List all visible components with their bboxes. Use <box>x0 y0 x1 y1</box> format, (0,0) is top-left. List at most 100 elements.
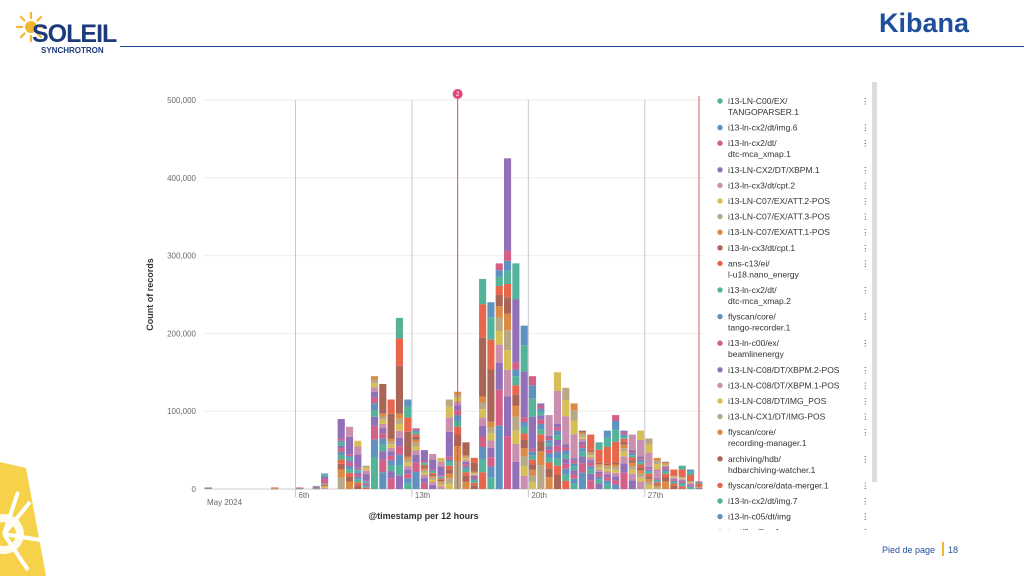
bar-segment <box>620 430 628 433</box>
bar-segment <box>545 415 553 436</box>
bar-segment <box>354 469 362 471</box>
bar-segment <box>587 449 595 452</box>
bar-segment <box>321 485 329 487</box>
legend-swatch <box>717 213 723 220</box>
bar-segment <box>645 468 653 470</box>
legend-entry: i13-LN-C08/DT/IMG_POS <box>728 396 827 406</box>
legend-swatch <box>717 429 723 435</box>
legend-swatch <box>717 140 723 146</box>
bar-segment <box>362 470 370 475</box>
bar-segment <box>512 299 520 363</box>
bar-segment <box>628 462 636 467</box>
bar-segment <box>612 429 620 442</box>
bar-segment <box>537 423 545 430</box>
bar-segment <box>587 460 595 463</box>
bar-segment <box>537 403 545 406</box>
bar-segment <box>628 473 636 481</box>
bar-segment <box>362 481 370 483</box>
bar-segment <box>587 457 595 461</box>
bar-segment <box>445 399 453 407</box>
bar-segment <box>379 433 387 439</box>
bar-segment <box>520 371 528 418</box>
bar-segment <box>553 430 562 436</box>
bar-segment <box>379 438 387 445</box>
bar-segment <box>296 487 304 489</box>
bar-segment <box>595 467 603 470</box>
bar-segment <box>362 483 370 486</box>
logo-subtext: SYNCHROTRON <box>41 46 104 55</box>
bar-segment <box>470 457 478 463</box>
bar-segment <box>628 466 636 470</box>
bar-segment <box>620 432 628 435</box>
bar-segment <box>662 481 670 489</box>
kibana-chart-screenshot: 0 100,000 200,000 300,000 400,000 500,000 Coun… <box>133 78 878 530</box>
bar-segment <box>528 455 537 460</box>
bar-segment <box>354 467 362 470</box>
bar-segment <box>670 485 678 489</box>
bar-segment <box>578 434 586 437</box>
legend-swatch <box>717 124 723 131</box>
bar-segment <box>362 481 370 482</box>
y-tick-label: 0 <box>192 485 197 494</box>
bar-segment <box>370 410 379 417</box>
bar-segment <box>686 484 695 486</box>
legend-entry: i13-LN-C07/EX/ATT.2-POS <box>728 196 830 206</box>
bar-segment <box>520 325 528 346</box>
legend-entry: i13-LN-C07/EX/ATT.1-POS <box>728 227 830 237</box>
bar-segment <box>637 439 645 457</box>
y-axis-title: Count of records <box>145 258 155 331</box>
bar-segment <box>487 317 495 340</box>
bar-segment <box>603 437 611 447</box>
bar-segment <box>620 451 628 457</box>
bar-segment <box>562 450 570 455</box>
legend-entry: i13-LN-C00/EX/ <box>728 96 788 106</box>
bar-segment <box>337 442 345 446</box>
bar-segment <box>553 435 562 440</box>
bar-segment <box>379 444 387 452</box>
bar-segment <box>637 430 645 440</box>
bar-segment <box>479 337 487 397</box>
y-tick-label: 500,000 <box>167 96 196 105</box>
bar-segment <box>337 469 345 478</box>
y-tick-label: 400,000 <box>167 174 196 183</box>
bar-segment <box>504 283 512 298</box>
bar-segment <box>537 405 545 409</box>
bar-segment <box>645 476 653 479</box>
bar-segment <box>595 476 603 480</box>
bar-segment <box>528 464 537 470</box>
bar-segment <box>462 466 470 470</box>
bar-segment <box>387 471 395 479</box>
bar-segment <box>429 481 437 485</box>
bar-segment <box>395 423 403 431</box>
bar-segment <box>612 469 620 473</box>
legend-scrollbar <box>872 82 877 482</box>
bar-segment <box>420 450 428 461</box>
bar-segment <box>504 330 512 351</box>
bar-segment <box>520 345 528 372</box>
legend-menu-icon: ⋮ <box>861 243 870 253</box>
bar-segment <box>553 423 562 428</box>
bar-segment <box>628 451 636 454</box>
bar-segment <box>645 478 653 482</box>
legend-swatch <box>717 398 723 404</box>
bar-segment <box>321 479 329 484</box>
legend-swatch <box>717 245 723 251</box>
bar-segment <box>387 460 395 466</box>
legend-swatch <box>717 498 723 504</box>
bar-segment <box>653 478 661 480</box>
bar-segment <box>362 485 370 487</box>
bar-segment <box>528 416 537 449</box>
bar-segment <box>562 474 570 481</box>
legend-entry: i13-LN-C08/DT/XBPM.2-POS <box>728 365 840 375</box>
bar-segment <box>412 462 420 473</box>
bar-segment <box>321 483 329 485</box>
bar-segment <box>662 468 670 470</box>
y-tick-label: 100,000 <box>167 407 196 416</box>
bar-segment <box>545 453 553 458</box>
bar-segment <box>412 430 420 432</box>
bar-segment <box>504 297 512 314</box>
bar-segment <box>686 483 695 485</box>
bar-segment <box>653 479 661 481</box>
bar-segment <box>387 438 395 442</box>
bar-segment <box>595 479 603 484</box>
